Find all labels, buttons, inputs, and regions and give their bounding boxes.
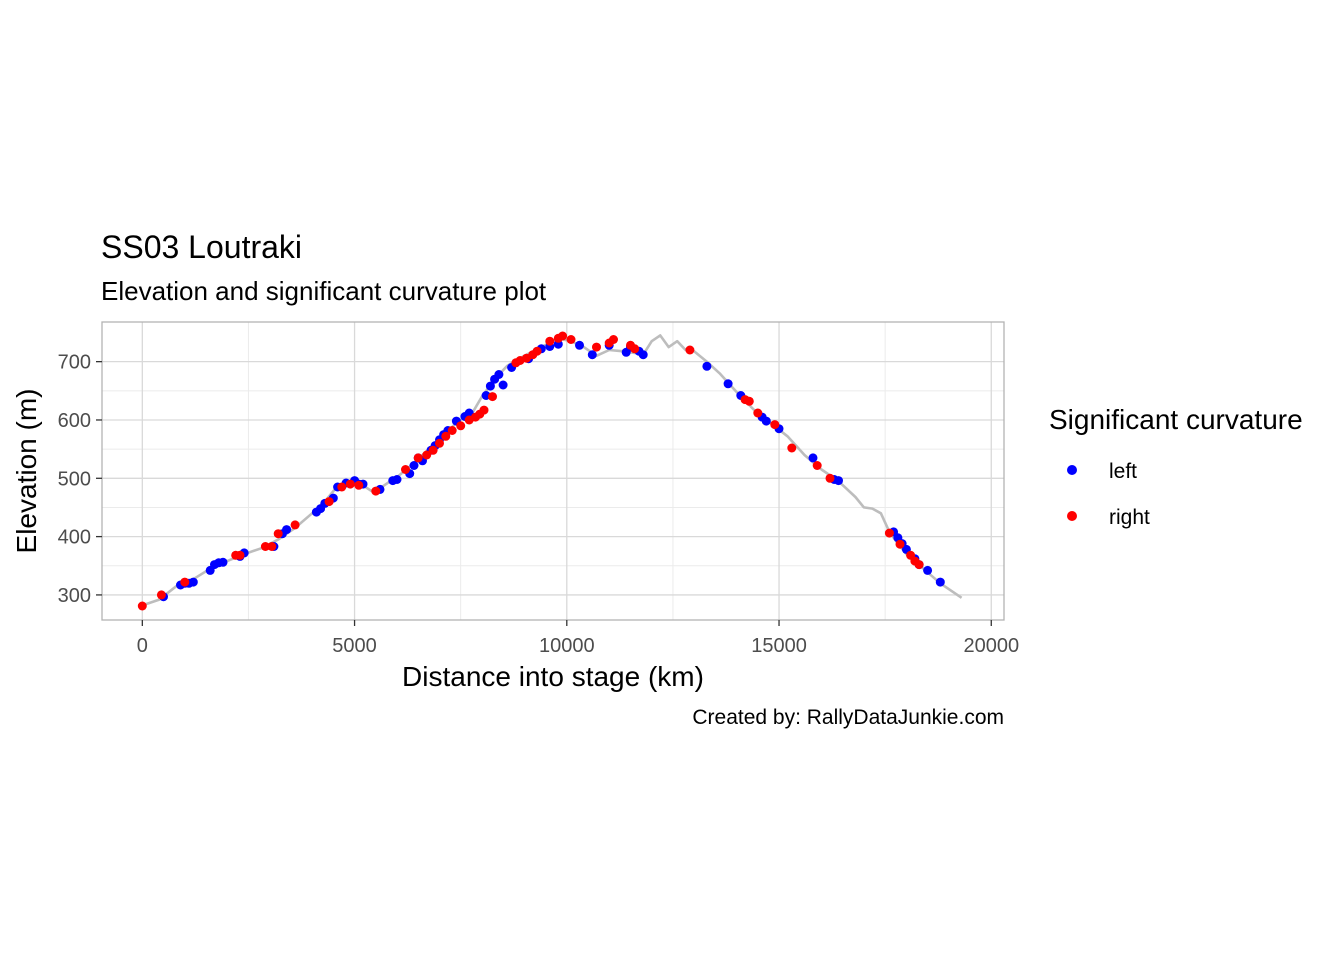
- point-left: [218, 557, 228, 567]
- point-left: [485, 381, 495, 391]
- elevation-line: [141, 334, 963, 607]
- x-tick-label: 15000: [751, 635, 807, 657]
- point-left: [638, 350, 648, 360]
- point-left: [723, 379, 733, 389]
- point-right: [545, 336, 555, 346]
- point-right: [685, 345, 695, 355]
- legend-title: Significant curvature: [1049, 404, 1303, 435]
- point-right: [156, 590, 166, 600]
- point-right: [137, 601, 147, 611]
- point-right: [435, 438, 444, 448]
- point-right: [345, 479, 355, 489]
- y-axis-title: Elevation (m): [11, 389, 42, 554]
- chart-caption: Created by: RallyDataJunkie.com: [692, 706, 1004, 729]
- point-right: [566, 335, 576, 344]
- point-left: [188, 577, 198, 587]
- y-tick-label: 700: [58, 352, 91, 374]
- x-axis-title: Distance into stage (km): [402, 661, 704, 692]
- legend-label-left: left: [1109, 460, 1137, 483]
- point-right: [787, 443, 797, 453]
- point-left: [392, 475, 402, 484]
- plot-panel-border: [101, 321, 1005, 621]
- legend-label-right: right: [1109, 506, 1150, 529]
- point-right: [324, 497, 334, 507]
- point-left: [498, 380, 508, 390]
- point-left: [761, 416, 771, 426]
- point-right: [914, 560, 924, 570]
- x-axis-ticks: 0 5000 10000 15000 20000: [137, 620, 1019, 657]
- point-right: [753, 408, 763, 418]
- point-left: [575, 340, 584, 350]
- point-right: [235, 550, 245, 560]
- point-right: [895, 539, 905, 549]
- x-tick-label: 0: [137, 635, 148, 657]
- point-right: [413, 453, 423, 463]
- point-left: [702, 361, 712, 371]
- point-left: [834, 476, 843, 486]
- point-right: [371, 486, 381, 496]
- point-right: [290, 520, 300, 530]
- point-right: [630, 344, 640, 354]
- point-left: [808, 453, 818, 463]
- point-right: [260, 542, 270, 551]
- point-right: [456, 421, 466, 431]
- point-right: [532, 346, 542, 356]
- point-right: [884, 528, 894, 538]
- point-right: [744, 396, 754, 406]
- point-right: [267, 542, 277, 551]
- point-right: [273, 529, 283, 539]
- grid-minor: [102, 322, 1004, 620]
- point-left: [282, 525, 292, 535]
- point-right: [180, 577, 190, 587]
- x-tick-label: 5000: [332, 635, 377, 657]
- legend-key-right: [1067, 511, 1077, 521]
- curvature-points: [137, 331, 945, 611]
- legend-key-left: [1067, 465, 1077, 475]
- point-right: [825, 473, 835, 483]
- y-axis-ticks: 300 400 500 600 700: [58, 352, 102, 607]
- grid-major: [102, 322, 1004, 620]
- y-tick-label: 400: [58, 527, 91, 549]
- point-right: [441, 431, 451, 441]
- point-right: [337, 482, 347, 492]
- chart-title: SS03 Loutraki: [101, 229, 302, 265]
- point-right: [770, 420, 780, 430]
- point-left: [409, 461, 419, 470]
- y-tick-label: 600: [58, 410, 91, 432]
- point-right: [812, 461, 822, 470]
- x-tick-label: 20000: [963, 635, 1019, 657]
- point-right: [609, 335, 618, 344]
- y-tick-label: 300: [58, 585, 91, 607]
- legend: Significant curvature left right: [1049, 404, 1303, 529]
- point-right: [422, 450, 432, 460]
- x-tick-label: 10000: [539, 635, 595, 657]
- point-left: [935, 577, 945, 587]
- point-right: [428, 445, 438, 455]
- point-right: [354, 480, 364, 490]
- point-right: [488, 392, 497, 402]
- point-left: [587, 350, 597, 360]
- point-left: [494, 370, 504, 379]
- chart-subtitle: Elevation and significant curvature plot: [101, 276, 547, 306]
- point-right: [447, 426, 457, 435]
- point-right: [479, 405, 489, 415]
- point-left: [923, 565, 933, 575]
- point-right: [558, 331, 568, 341]
- point-right: [592, 342, 601, 352]
- y-tick-label: 500: [58, 468, 91, 490]
- point-right: [401, 465, 410, 474]
